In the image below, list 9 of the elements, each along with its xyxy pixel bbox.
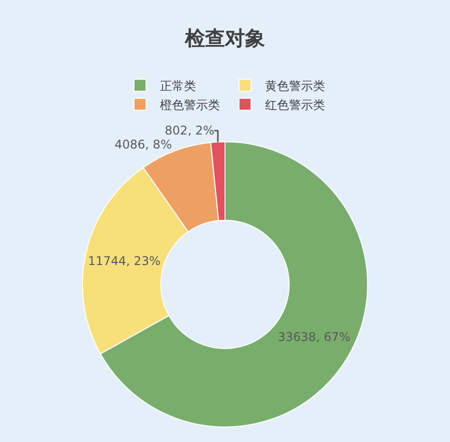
data-label: 33638, 67% bbox=[278, 330, 350, 344]
legend-label: 橙色警示类 bbox=[160, 98, 220, 112]
legend-label: 正常类 bbox=[160, 78, 196, 93]
data-label: 802, 2% bbox=[164, 124, 214, 138]
chart-title: 检查对象 bbox=[184, 26, 265, 50]
legend-label: 红色警示类 bbox=[265, 98, 325, 112]
data-label: 4086, 8% bbox=[114, 138, 172, 152]
data-label: 11744, 23% bbox=[88, 254, 160, 268]
legend-label: 黄色警示类 bbox=[265, 78, 325, 93]
